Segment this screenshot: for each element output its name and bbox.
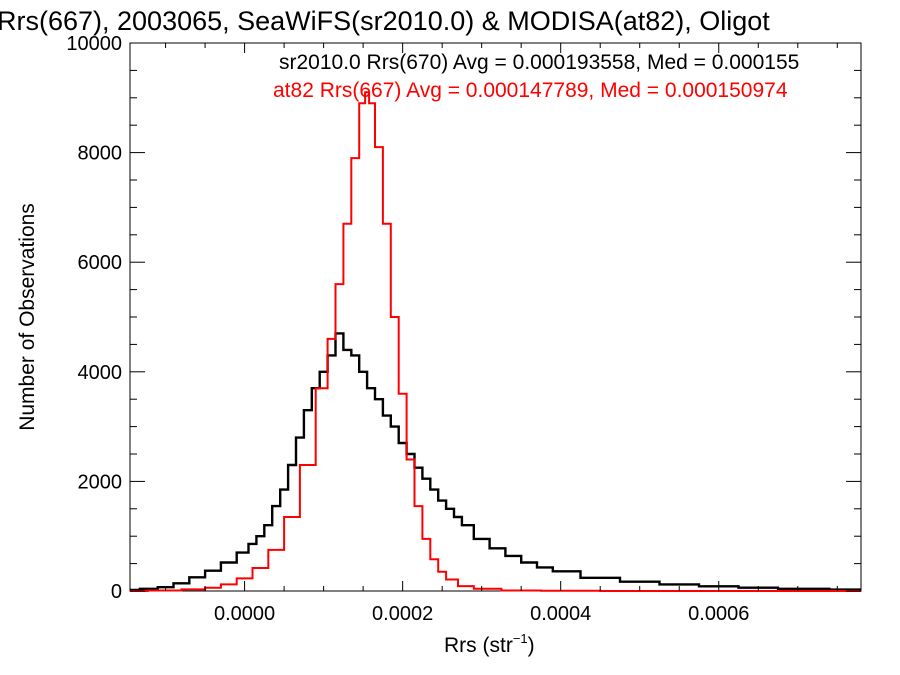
x-tick-label: 0.0002: [372, 603, 433, 625]
series-line-1: [130, 91, 861, 592]
x-tick-label: 0.0006: [688, 603, 749, 625]
x-tick-label: 0.0004: [530, 603, 591, 625]
y-axis-ticks: 0 2000 4000 6000 8000 10000: [66, 33, 861, 603]
y-tick-label: 2000: [78, 471, 123, 493]
x-axis-label: Rrs (str−1): [444, 631, 535, 657]
y-tick-label: 0: [111, 581, 122, 603]
chart-title: Rrs(667), 2003065, SeaWiFS(sr2010.0) & M…: [0, 6, 770, 36]
series-group: [130, 91, 861, 592]
legend-entry-black: sr2010.0 Rrs(670) Avg = 0.000193558, Med…: [279, 51, 799, 74]
y-tick-label: 10000: [66, 33, 122, 55]
x-axis-label-close: ): [528, 634, 535, 657]
y-tick-label: 4000: [78, 362, 123, 384]
x-axis-label-superscript: −1: [513, 631, 528, 646]
x-tick-label: 0.0000: [214, 603, 275, 625]
series-line-0: [130, 332, 861, 592]
x-axis-label-main: Rrs (str: [444, 634, 513, 657]
y-tick-label: 8000: [78, 143, 123, 165]
y-axis-label: Number of Observations: [16, 203, 39, 431]
plot-frame: [129, 42, 862, 592]
plot-area: 0.0000 0.0002 0.0004 0.0006 0 2000 4000 6000 80…: [66, 33, 862, 625]
legend-entry-red: at82 Rrs(667) Avg = 0.000147789, Med = 0…: [273, 79, 788, 102]
y-tick-label: 6000: [78, 252, 123, 274]
x-axis-ticks: 0.0000 0.0002 0.0004 0.0006: [165, 43, 838, 625]
